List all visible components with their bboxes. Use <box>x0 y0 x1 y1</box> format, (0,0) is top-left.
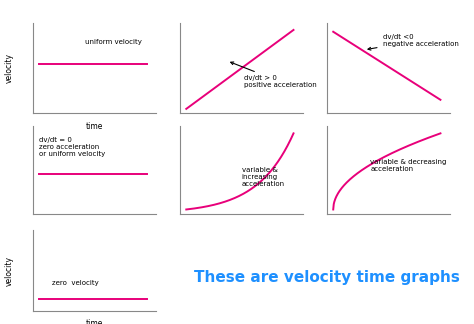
Text: variable &
increasing
acceleration: variable & increasing acceleration <box>242 167 285 187</box>
Text: time: time <box>86 122 103 131</box>
Text: variable & decreasing
acceleration: variable & decreasing acceleration <box>370 159 447 172</box>
Text: These are velocity time graphs: These are velocity time graphs <box>194 270 460 284</box>
Text: velocity: velocity <box>5 53 14 83</box>
Text: dv/dt > 0
positive acceleration: dv/dt > 0 positive acceleration <box>231 62 317 88</box>
Text: dv/dt <0
negative acceleration: dv/dt <0 negative acceleration <box>368 34 458 50</box>
Text: dv/dt = 0
zero acceleration
or uniform velocity: dv/dt = 0 zero acceleration or uniform v… <box>39 137 106 157</box>
Text: uniform velocity: uniform velocity <box>85 39 142 45</box>
Text: velocity: velocity <box>5 256 14 285</box>
Text: zero  velocity: zero velocity <box>52 280 99 286</box>
Text: time: time <box>86 319 103 324</box>
